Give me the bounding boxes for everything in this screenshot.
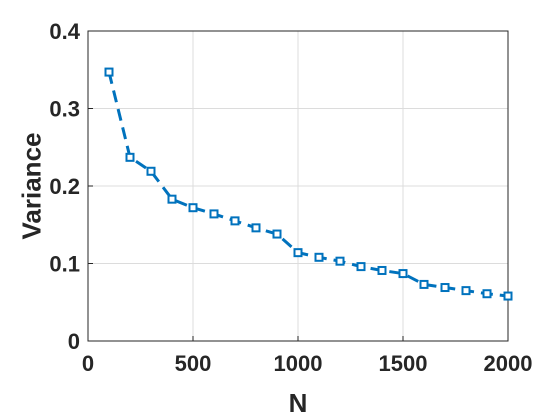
axes xyxy=(87,30,509,342)
data-point xyxy=(503,291,513,301)
data-point xyxy=(377,265,387,275)
x-axis-title: N xyxy=(289,388,308,418)
data-point xyxy=(440,283,450,293)
data-point xyxy=(167,194,177,204)
data-point xyxy=(251,223,261,233)
data-point xyxy=(356,262,366,272)
data-point xyxy=(482,289,492,299)
y-tick-label: 0 xyxy=(68,329,80,354)
data-point xyxy=(398,269,408,279)
plot-frame xyxy=(87,30,509,342)
data-point xyxy=(146,166,156,176)
y-tick-label: 0.3 xyxy=(49,97,80,122)
data-point xyxy=(188,203,198,213)
x-tick-label: 1000 xyxy=(274,351,323,376)
series-line xyxy=(107,71,509,298)
series xyxy=(104,67,513,301)
data-point xyxy=(461,286,471,296)
y-tick-label: 0.2 xyxy=(49,174,80,199)
data-point xyxy=(314,252,324,262)
data-point xyxy=(272,229,282,239)
grid xyxy=(87,30,509,342)
y-tick-label: 0.4 xyxy=(49,19,80,44)
data-point xyxy=(335,256,345,266)
tick-labels: 0 500 1000 1500 2000 0 0.1 0.2 0.3 0.4 xyxy=(49,19,532,376)
x-tick-label: 1500 xyxy=(379,351,428,376)
x-tick-label: 500 xyxy=(175,351,212,376)
y-axis-title: Variance xyxy=(16,133,46,240)
y-tick-label: 0.1 xyxy=(49,252,80,277)
data-point xyxy=(125,152,135,162)
x-tick-label: 2000 xyxy=(484,351,533,376)
data-point xyxy=(209,209,219,219)
x-tick-label: 0 xyxy=(82,351,94,376)
data-point xyxy=(230,216,240,226)
data-point xyxy=(104,67,114,77)
data-point xyxy=(293,248,303,258)
data-point xyxy=(419,279,429,289)
